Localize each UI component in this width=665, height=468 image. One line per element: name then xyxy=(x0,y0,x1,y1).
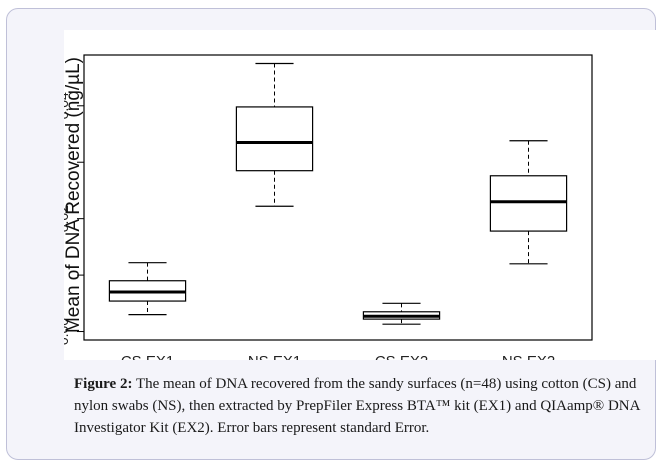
box-iqr xyxy=(235,106,314,172)
y-tick-label: 0.00 xyxy=(64,318,71,345)
figure-caption: Figure 2: The mean of DNA recovered from… xyxy=(74,373,654,439)
y-tick-label: 0.02 xyxy=(64,205,71,232)
box-iqr xyxy=(489,175,568,232)
plot-area: 0.00 0.02 0.04 CS.EX1 NS.EX1 CS.EX2 NS.EX2 xyxy=(64,30,664,360)
x-tick-label: NS.EX1 xyxy=(248,353,301,360)
y-axis-title: Mean of DNA Recovered (ng/µL) xyxy=(63,56,84,334)
caption-text: The mean of DNA recovered from the sandy… xyxy=(74,376,640,436)
caption-label: Figure 2: xyxy=(74,376,133,392)
box-plot-chart: 0.00 0.02 0.04 CS.EX1 NS.EX1 CS.EX2 NS.EX2 xyxy=(64,54,593,360)
x-tick-label: NS.EX2 xyxy=(502,353,555,360)
x-tick-label: CS.EX1 xyxy=(121,353,174,360)
y-tick-label: 0.04 xyxy=(64,92,71,119)
x-tick-label: CS.EX2 xyxy=(375,353,428,360)
plot-frame xyxy=(83,54,593,341)
